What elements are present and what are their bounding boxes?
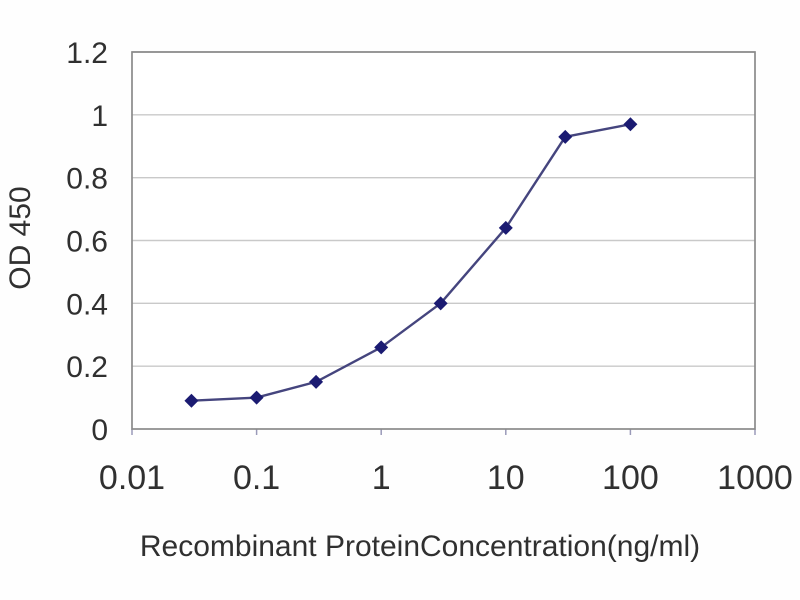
data-point-marker (374, 340, 389, 355)
data-point-marker (184, 393, 199, 408)
data-point-marker (498, 220, 513, 235)
y-tick-label: 1 (91, 100, 108, 133)
series-line (190, 123, 632, 402)
plot-frame (131, 51, 756, 430)
y-tick-label: 0.4 (66, 288, 108, 321)
plot-area: 0 0.2 0.4 0.6 0.8 1 1.2 0.01 0.1 1 10 100 1000 (66, 37, 793, 497)
y-tick-label: 0 (91, 414, 108, 447)
x-axis-title: Recombinant ProteinConcentration(ng/ml) (140, 530, 700, 563)
data-point-marker (249, 390, 264, 405)
x-tick-label: 100 (602, 459, 659, 497)
data-point-marker (309, 374, 324, 389)
x-tick-label: 10 (487, 459, 525, 497)
y-tick-label: 0.2 (66, 351, 108, 384)
data-point-marker (558, 129, 573, 144)
y-tick-label: 0.6 (66, 226, 108, 259)
data-point-marker (433, 296, 448, 311)
x-tick-label: 0.1 (233, 459, 280, 497)
x-tick-label: 0.01 (99, 459, 165, 497)
x-tick-label: 1 (372, 459, 391, 497)
y-axis-title: OD 450 (4, 186, 37, 289)
y-tick-label: 1.2 (66, 37, 108, 70)
y-tick-label: 0.8 (66, 163, 108, 196)
data-point-marker (623, 117, 638, 132)
x-tick-label: 1000 (717, 459, 793, 497)
